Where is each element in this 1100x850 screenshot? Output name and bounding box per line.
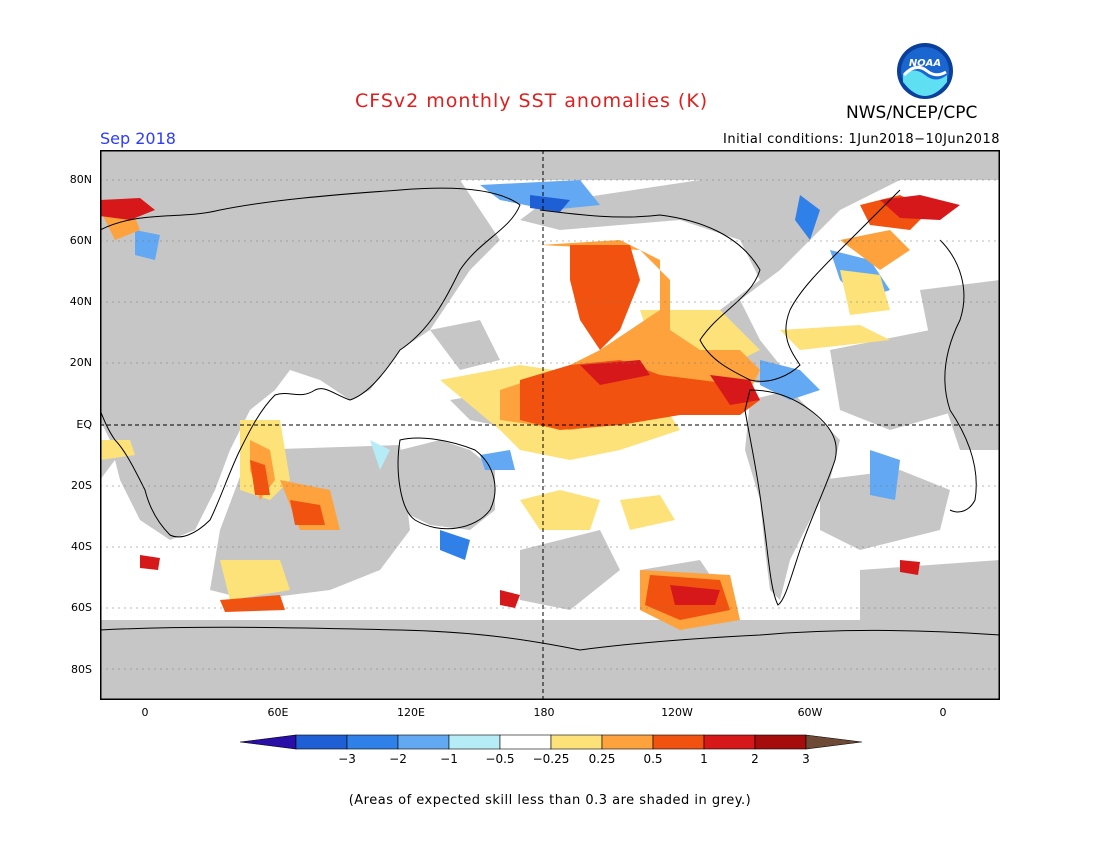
colorbar-bin [601, 734, 654, 750]
colorbar-tick-label: 3 [802, 752, 810, 766]
sst-anomaly-map [100, 150, 1000, 700]
very-strong-warm-anomalies [100, 195, 960, 608]
colorbar-end-high [805, 734, 862, 750]
graticule [100, 179, 1000, 670]
lon-label: 0 [141, 706, 149, 719]
initial-conditions: Initial conditions: 1Jun2018−10Jun2018 [723, 132, 1000, 147]
colorbar-bin [652, 734, 705, 750]
colorbar-bin [499, 734, 552, 750]
colorbar-tick-label: 2 [751, 752, 759, 766]
lat-label: 80N [69, 173, 92, 186]
reference-lines [100, 150, 1000, 700]
chart-title: CFSv2 monthly SST anomalies (K) [355, 90, 709, 112]
colorbar-tick-label: −0.25 [532, 752, 570, 766]
skill-note: (Areas of expected skill less than 0.3 a… [348, 793, 752, 808]
lon-label: 120E [397, 706, 425, 719]
lat-label: 20S [71, 479, 92, 492]
colorbar-bin [754, 734, 807, 750]
colorbar-tick-label: −3 [338, 752, 356, 766]
lon-label: 180 [533, 706, 555, 719]
colorbar-bin [550, 734, 603, 750]
colorbar-tick-label: 1 [700, 752, 708, 766]
strong-warm-anomalies [220, 195, 930, 620]
lon-label: 60E [267, 706, 289, 719]
colorbar-bin [448, 734, 501, 750]
colorbar-tick-label: −2 [389, 752, 407, 766]
forecast-month: Sep 2018 [100, 129, 176, 148]
lat-label: 40N [69, 295, 92, 308]
lat-label: 40S [71, 540, 92, 553]
lon-label: 120W [661, 706, 693, 719]
lat-label: EQ [76, 418, 92, 431]
noaa-logo: NOAA [897, 43, 953, 99]
agency-label: NWS/NCEP/CPC [846, 103, 978, 123]
lat-label: 60S [71, 601, 92, 614]
lon-label: 0 [939, 706, 947, 719]
colorbar-bin [295, 734, 348, 750]
colorbar-bin [397, 734, 450, 750]
lat-label: 60N [69, 234, 92, 247]
colorbar [240, 734, 862, 750]
colorbar-tick-label: −0.5 [485, 752, 515, 766]
colorbar-tick-label: 0.25 [588, 752, 616, 766]
colorbar-bin [346, 734, 399, 750]
coastlines [100, 187, 1000, 651]
lat-label: 80S [71, 663, 92, 676]
lon-label: 60W [797, 706, 823, 719]
colorbar-tick-label: −1 [440, 752, 458, 766]
logo-text: NOAA [909, 58, 941, 69]
map-frame [100, 150, 1000, 700]
colorbar-tick-label: 0.5 [643, 752, 663, 766]
colorbar-bin [703, 734, 756, 750]
colorbar-end-low [240, 734, 297, 750]
low-skill-shading [100, 150, 1000, 700]
lat-label: 20N [69, 356, 92, 369]
